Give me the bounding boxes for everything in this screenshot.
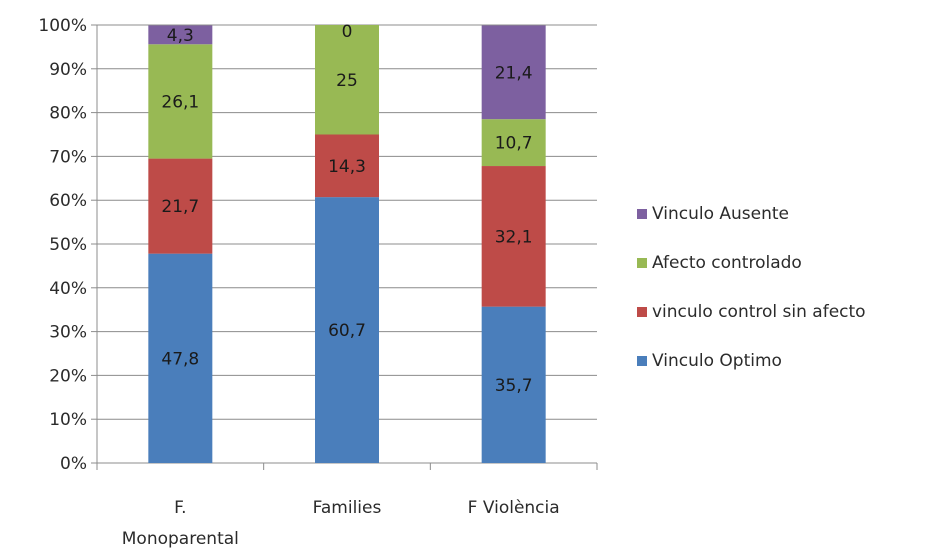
y-tick-label: 40%: [49, 279, 87, 299]
data-label: 25: [336, 71, 358, 91]
data-label: 35,7: [495, 376, 533, 396]
bar-segment: [481, 306, 546, 463]
legend-swatch: [637, 356, 647, 366]
data-labels: 47,8 21,7 26,1 4,3 60,7 14,3 25 0 35,7 32,1 10,7 21…: [161, 22, 532, 396]
legend-swatch: [637, 209, 647, 219]
y-tick-label: 100%: [38, 16, 87, 36]
x-category-label-line: F Violència: [468, 498, 560, 518]
y-tick-label: 50%: [49, 235, 87, 255]
y-tick-label: 10%: [49, 410, 87, 430]
bar-segment: [315, 197, 379, 463]
x-category-label-line: Families: [313, 498, 382, 518]
x-category-label: Families: [313, 498, 382, 518]
bar-segment: [148, 158, 213, 254]
data-label: 21,7: [161, 197, 199, 217]
bar-segment: [148, 25, 213, 45]
y-tick-label: 0%: [60, 454, 87, 474]
data-label: 47,8: [161, 349, 199, 369]
legend-label: Vinculo Ausente: [652, 204, 789, 224]
bar-segment: [148, 44, 213, 159]
y-axis: 0% 10% 20% 30% 40% 50% 60% 70% 80% 90% 100%: [38, 16, 98, 474]
x-category-label-line: Monoparental: [122, 529, 239, 549]
legend-label: Afecto controlado: [652, 253, 802, 273]
bar-segment: [481, 25, 546, 120]
x-category-label: F Violència: [468, 498, 560, 518]
y-tick-label: 90%: [49, 60, 87, 80]
y-tick-label: 30%: [49, 323, 87, 343]
bar-segment: [315, 134, 379, 198]
x-category-label: F. Monoparental: [122, 498, 239, 549]
bar-segment: [481, 166, 546, 307]
data-label: 21,4: [495, 63, 533, 83]
bar-segment: [315, 25, 379, 135]
legend: Vinculo Ausente Afecto controlado vinculo …: [637, 204, 866, 371]
legend-swatch: [637, 307, 647, 317]
data-label: 10,7: [495, 134, 533, 154]
data-label: 0: [342, 22, 353, 42]
legend-label: vinculo control sin afecto: [652, 302, 866, 322]
y-tick-label: 20%: [49, 366, 87, 386]
y-tick-label: 60%: [49, 191, 87, 211]
x-category-label-line: F.: [174, 498, 186, 518]
data-label: 60,7: [328, 321, 366, 341]
data-label: 26,1: [161, 92, 199, 112]
x-axis: F. Monoparental Families F Violència: [96, 462, 598, 549]
data-label: 14,3: [328, 157, 366, 177]
bar-series: [148, 25, 546, 463]
bar-segment: [481, 119, 546, 167]
data-label: 4,3: [167, 26, 194, 46]
legend-label: Vinculo Optimo: [652, 351, 782, 371]
data-label: 32,1: [495, 227, 533, 247]
legend-swatch: [637, 258, 647, 268]
y-tick-label: 80%: [49, 104, 87, 124]
y-tick-label: 70%: [49, 147, 87, 167]
bar-segment: [148, 253, 213, 463]
